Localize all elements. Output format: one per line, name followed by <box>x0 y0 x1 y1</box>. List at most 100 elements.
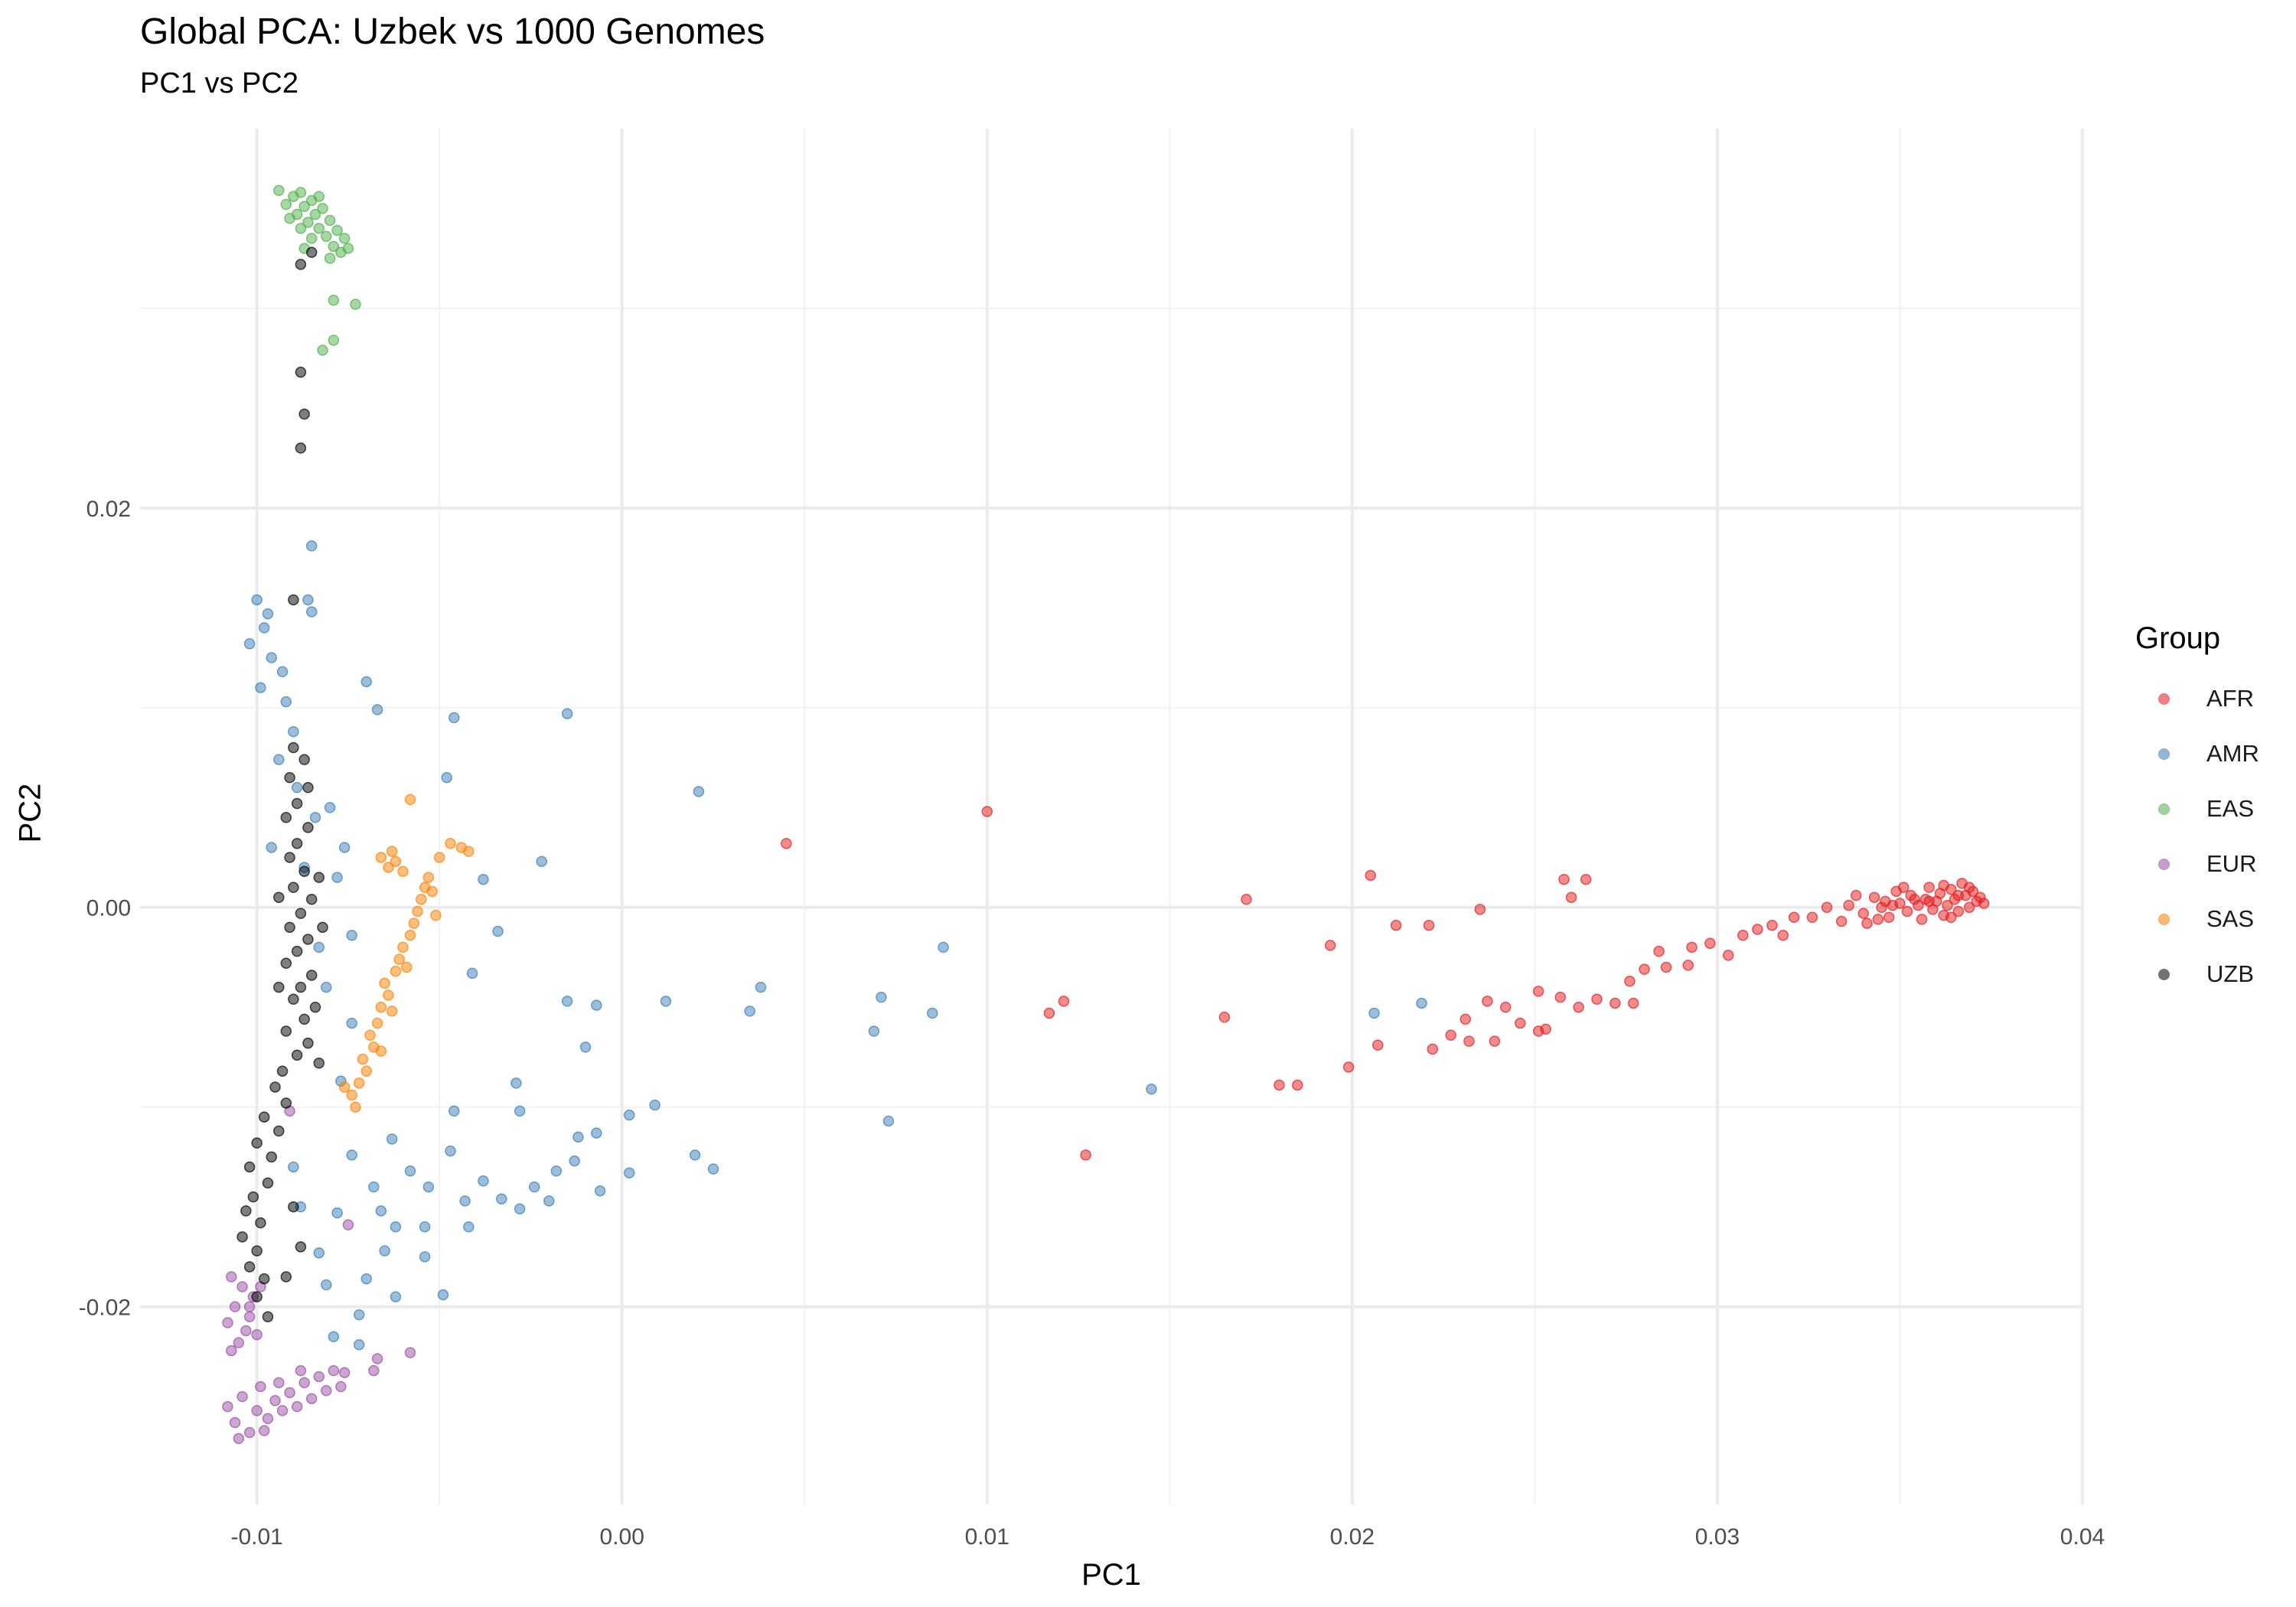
point-afr <box>1489 1035 1501 1047</box>
point-afr <box>1923 895 1935 908</box>
y-tick-label: 0.02 <box>86 497 131 522</box>
point-amr <box>324 802 336 813</box>
point-eur <box>269 1395 281 1407</box>
point-sas <box>364 1029 376 1041</box>
x-tick-label: 0.04 <box>2060 1524 2105 1550</box>
point-amr <box>492 925 504 937</box>
point-uzb <box>305 246 318 259</box>
point-eur <box>313 1371 325 1383</box>
point-uzb <box>243 1261 256 1273</box>
point-afr <box>1372 1039 1384 1051</box>
point-eur <box>251 1328 263 1341</box>
point-sas <box>430 909 442 921</box>
point-afr <box>1766 919 1778 931</box>
point-sas <box>357 1053 369 1065</box>
point-amr <box>313 941 325 953</box>
legend-swatch <box>2158 858 2170 870</box>
point-sas <box>401 961 413 973</box>
point-uzb <box>236 1231 248 1243</box>
point-uzb <box>295 1241 307 1253</box>
point-amr <box>459 1195 471 1207</box>
point-sas <box>338 1081 351 1093</box>
point-uzb <box>284 852 295 863</box>
point-afr <box>1978 898 1990 909</box>
point-amr <box>331 1207 343 1219</box>
legend-item-sas: SAS <box>2135 892 2259 947</box>
point-afr <box>1737 930 1749 941</box>
point-uzb <box>295 367 307 378</box>
point-sas <box>397 865 409 878</box>
point-uzb <box>288 594 299 606</box>
point-afr <box>1686 941 1698 953</box>
point-amr <box>496 1193 507 1204</box>
point-afr <box>1963 882 1975 893</box>
point-amr <box>386 1133 398 1145</box>
point-eur <box>240 1325 252 1337</box>
point-amr <box>579 1041 592 1053</box>
point-uzb <box>295 908 307 919</box>
point-uzb <box>258 1273 270 1285</box>
point-amr <box>288 725 299 738</box>
point-amr <box>273 754 285 765</box>
point-sas <box>371 1017 383 1029</box>
point-uzb <box>288 993 299 1006</box>
point-sas <box>383 862 394 873</box>
point-eas <box>324 253 336 264</box>
point-amr <box>258 622 270 634</box>
point-sas <box>386 846 398 857</box>
point-amr <box>419 1221 431 1233</box>
point-eas <box>324 214 336 227</box>
point-amr <box>276 666 289 678</box>
point-sas <box>463 846 475 857</box>
legend-label: EUR <box>2206 850 2257 877</box>
point-eas <box>305 233 318 244</box>
x-tick-label: -0.01 <box>230 1524 282 1550</box>
y-tick-label: 0.00 <box>86 896 131 921</box>
point-afr <box>1887 899 1899 911</box>
legend-item-amr: AMR <box>2135 726 2259 781</box>
point-afr <box>1459 1013 1472 1025</box>
point-uzb <box>280 812 292 823</box>
point-uzb <box>280 957 292 970</box>
point-uzb <box>255 1217 266 1229</box>
point-amr <box>591 999 602 1011</box>
point-afr <box>1897 882 1910 893</box>
legend-label: EAS <box>2206 795 2255 822</box>
legend-label: AMR <box>2206 740 2259 767</box>
point-amr <box>419 1251 431 1263</box>
point-eur <box>371 1353 383 1364</box>
point-afr <box>1445 1029 1456 1041</box>
point-amr <box>291 781 303 794</box>
point-uzb <box>258 1111 270 1123</box>
point-uzb <box>262 1177 274 1189</box>
point-eur <box>284 1387 295 1399</box>
point-uzb <box>298 408 310 420</box>
point-sas <box>375 1045 387 1057</box>
point-amr <box>466 967 478 980</box>
point-amr <box>368 1181 380 1193</box>
point-eas <box>309 208 321 220</box>
legend-item-uzb: UZB <box>2135 947 2259 1002</box>
point-eur <box>243 1426 256 1439</box>
point-eas <box>313 191 325 202</box>
x-tick-label: 0.01 <box>965 1524 1009 1550</box>
point-amr <box>478 1175 489 1187</box>
point-amr <box>262 608 274 620</box>
point-afr <box>1080 1149 1091 1161</box>
point-uzb <box>298 1013 310 1025</box>
legend: Group AFR AMR EAS EUR SAS UZB <box>2135 621 2259 1002</box>
point-eur <box>305 1393 318 1404</box>
point-eas <box>338 233 351 244</box>
y-tick-label: -0.02 <box>79 1296 131 1321</box>
point-afr <box>1482 996 1493 1007</box>
point-amr <box>868 1025 880 1037</box>
point-amr <box>448 1105 460 1117</box>
point-amr <box>514 1105 526 1117</box>
point-amr <box>305 606 318 618</box>
point-uzb <box>291 797 303 810</box>
point-sas <box>393 953 405 965</box>
point-afr <box>1423 919 1435 931</box>
point-afr <box>1722 950 1734 961</box>
point-afr <box>1639 963 1650 975</box>
point-amr <box>569 1155 580 1167</box>
